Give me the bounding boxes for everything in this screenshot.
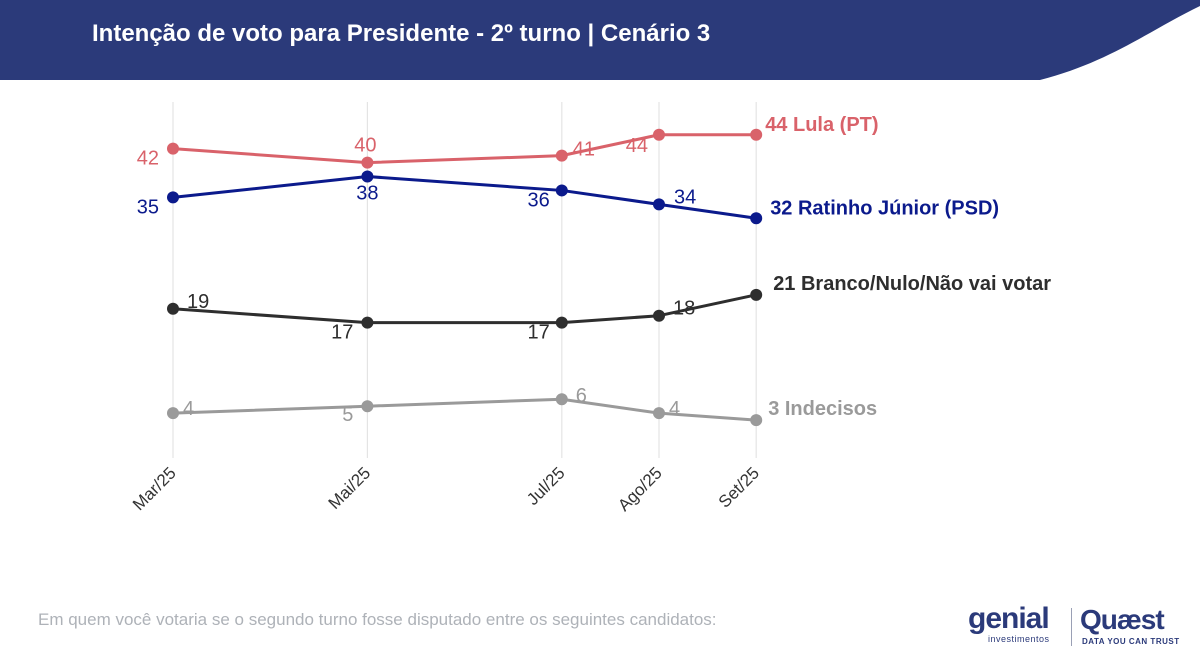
data-point-3-3 [653,407,665,420]
x-tick-label-1: Mai/25 [325,463,375,513]
question-footnote: Em quem você votaria se o segundo turno … [38,610,717,629]
data-point-3-2 [555,393,568,406]
data-point-2-2 [555,316,568,329]
header-banner-shape [0,0,1200,80]
data-label-3-0: 4 [183,398,194,420]
data-label-1-2: 36 [528,189,550,211]
chart-points [167,128,763,427]
data-label-3-3: 4 [669,398,680,420]
chart-x-tick-labels: Mar/25 Mai/25 Jul/25 Ago/25 Set/25 [129,463,763,515]
line-chart: 42 40 41 44 35 38 36 34 19 17 17 18 4 5 6 4 44 Lula (PT… [129,102,1051,515]
header-banner [0,0,1200,80]
data-label-2-2: 17 [528,322,550,344]
series-line-2 [171,293,758,325]
genial-logo: genial [968,602,1050,635]
data-point-3-1 [361,400,374,413]
data-label-0-2: 41 [573,139,595,161]
data-label-2-1: 17 [331,322,353,344]
data-point-1-4 [750,212,763,225]
data-point-1-3 [653,198,665,211]
data-point-3-4 [750,414,763,427]
quaest-logo-subtitle: DATA YOU CAN TRUST [1082,637,1180,646]
data-point-2-0 [167,302,179,315]
quaest-logo: Quæst [1080,604,1165,635]
data-point-2-1 [361,316,374,329]
logo-separator [1071,608,1072,646]
data-label-0-3: 44 [626,135,648,157]
data-label-1-1: 38 [356,183,378,205]
series-line-1 [171,175,758,220]
end-label-0: 44 Lula (PT) [765,114,878,136]
data-point-2-4 [750,288,763,301]
data-label-2-3: 18 [673,298,695,320]
end-label-1: 32 Ratinho Júnior (PSD) [770,197,999,219]
data-label-1-3: 34 [674,186,696,208]
genial-logo-subtitle: investimentos [988,634,1050,644]
x-tick-label-4: Set/25 [715,463,763,511]
data-point-1-2 [555,184,568,197]
data-label-2-0: 19 [187,291,209,313]
data-label-3-1: 5 [342,404,353,426]
chart-end-labels: 44 Lula (PT) 32 Ratinho Júnior (PSD) 21 Br… [765,114,1051,420]
data-point-1-1 [361,170,374,183]
logos: genial investimentos Quæst DATA YOU CAN … [968,602,1193,652]
x-tick-label-0: Mar/25 [129,463,180,514]
x-tick-label-2: Jul/25 [523,463,569,509]
data-point-0-3 [653,128,665,141]
data-point-1-0 [167,191,179,204]
series-line-0 [171,133,758,165]
data-point-0-0 [167,142,179,155]
x-tick-label-3: Ago/25 [614,463,666,515]
data-point-3-0 [167,407,179,420]
end-label-3: 3 Indecisos [768,398,877,420]
data-point-2-3 [653,309,665,322]
chart-data-labels: 42 40 41 44 35 38 36 34 19 17 17 18 4 5 6 4 [137,135,697,427]
data-label-0-1: 40 [354,135,376,157]
data-point-0-4 [750,128,763,141]
chart-lines [171,133,758,422]
data-label-3-2: 6 [576,385,587,407]
data-label-0-0: 42 [137,148,159,170]
data-label-1-0: 35 [137,196,159,218]
data-point-0-1 [361,156,374,169]
data-point-0-2 [555,149,568,162]
end-label-2: 21 Branco/Nulo/Não vai votar [773,273,1051,295]
chart-title: Intenção de voto para Presidente - 2º tu… [92,20,711,47]
